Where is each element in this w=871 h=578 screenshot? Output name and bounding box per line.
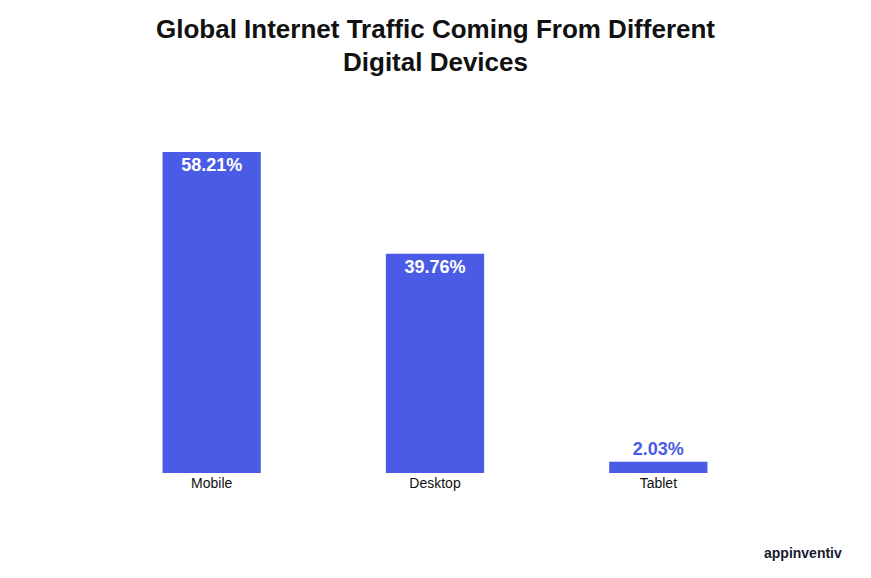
svg-text:39.76%: 39.76% bbox=[404, 257, 465, 277]
svg-text:Mobile: Mobile bbox=[191, 475, 232, 491]
svg-text:appinventiv: appinventiv bbox=[764, 545, 842, 561]
svg-text:Global Internet Traffic Coming: Global Internet Traffic Coming From Diff… bbox=[156, 14, 715, 78]
svg-text:Tablet: Tablet bbox=[640, 475, 677, 491]
svg-text:Desktop: Desktop bbox=[409, 475, 461, 491]
svg-text:2.03%: 2.03% bbox=[633, 439, 684, 459]
svg-text:58.21%: 58.21% bbox=[181, 155, 242, 175]
